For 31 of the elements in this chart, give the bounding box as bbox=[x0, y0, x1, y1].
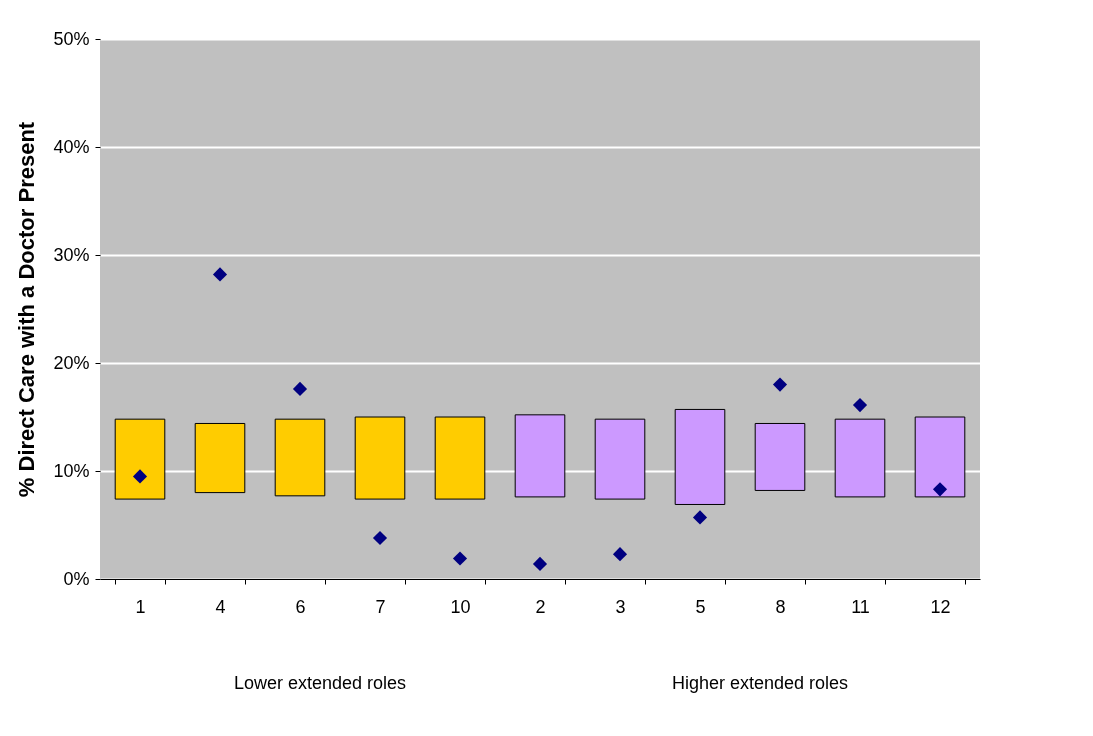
y-tick-label: 40% bbox=[53, 136, 90, 157]
x-tick-label: 2 bbox=[535, 596, 546, 617]
x-tick-label: 6 bbox=[295, 596, 306, 617]
x-tick-label: 12 bbox=[930, 596, 951, 617]
x-tick-label: 7 bbox=[375, 596, 386, 617]
y-axis-title: % Direct Care with a Doctor Present bbox=[14, 121, 40, 498]
x-tick-label: 4 bbox=[215, 596, 226, 617]
point bbox=[212, 267, 228, 282]
point bbox=[932, 482, 948, 497]
point bbox=[292, 381, 308, 396]
x-tick-label: 11 bbox=[851, 596, 870, 617]
x-tick-label: 3 bbox=[615, 596, 626, 617]
point bbox=[612, 547, 628, 562]
text: Lower extended roles bbox=[233, 673, 407, 693]
point bbox=[692, 510, 708, 525]
y-tick-label: 50% bbox=[53, 28, 90, 49]
x-tick-label: 10 bbox=[450, 596, 471, 617]
x-tick-label: 1 bbox=[135, 596, 146, 617]
point bbox=[772, 377, 788, 392]
y-tick-label: 20% bbox=[53, 352, 90, 373]
y-tick-label: 30% bbox=[53, 244, 90, 265]
point bbox=[852, 398, 868, 413]
point bbox=[452, 551, 468, 566]
y-tick-label: 10% bbox=[53, 460, 90, 481]
y-tick-label: 0% bbox=[63, 568, 90, 589]
point bbox=[532, 556, 548, 571]
point bbox=[372, 530, 388, 546]
point bbox=[132, 469, 148, 484]
text: Higher extended roles bbox=[671, 673, 849, 693]
x-tick-label: 8 bbox=[775, 596, 786, 617]
x-tick-label: 5 bbox=[695, 596, 706, 617]
